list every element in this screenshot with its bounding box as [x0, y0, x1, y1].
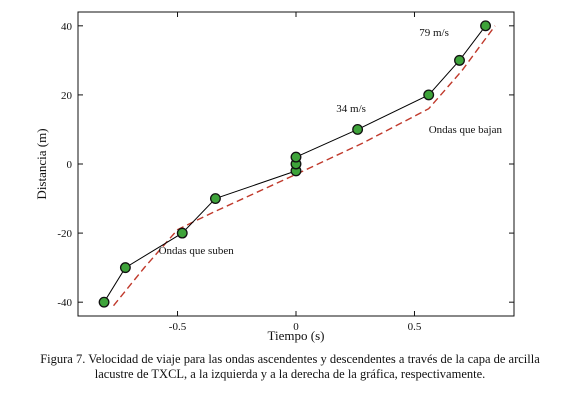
- annotation-label: Ondas que suben: [159, 245, 235, 257]
- data-point: [423, 89, 435, 101]
- y-tick-label: -40: [57, 297, 72, 309]
- annotation-label: 79 m/s: [419, 27, 449, 39]
- x-tick-label: 0: [293, 321, 299, 333]
- data-point: [98, 296, 110, 308]
- caption-line-2: lacustre de TXCL, a la izquierda y a la …: [94, 367, 486, 381]
- data-point-markers: [98, 20, 492, 308]
- caption-line-1: Figura 7. Velocidad de viaje para las on…: [40, 352, 540, 366]
- y-tick-label: 40: [61, 21, 73, 33]
- data-point: [454, 54, 465, 66]
- data-point: [176, 227, 188, 239]
- data-point: [290, 151, 302, 163]
- data-point: [119, 262, 131, 274]
- y-tick-label: 20: [61, 90, 73, 102]
- descending-wave-dashed-line: [112, 25, 496, 307]
- y-tick-label: -20: [57, 228, 72, 240]
- y-axis-title: Distancia (m): [34, 128, 49, 199]
- data-point: [352, 124, 364, 135]
- chart-annotations: 79 m/s 34 m/s Ondas que bajan Ondas que sub…: [159, 27, 503, 257]
- annotation-label: 34 m/s: [336, 103, 366, 115]
- annotation-label: Ondas que bajan: [429, 124, 503, 136]
- x-axis-title: Tiempo (s): [268, 328, 325, 343]
- x-axis-ticks: -0.5 0 0.5: [169, 12, 422, 333]
- data-point: [209, 193, 221, 204]
- y-tick-label: 0: [67, 159, 73, 171]
- x-tick-label: 0.5: [408, 321, 422, 333]
- y-axis-ticks: -40 -20 0 20 40: [57, 21, 514, 309]
- x-tick-label: -0.5: [169, 321, 187, 333]
- data-point: [480, 20, 492, 32]
- travel-time-chart: -0.5 0 0.5 -40 -20 0 20 40 79 m/s 34 m/s Ondas q…: [34, 11, 515, 343]
- figure-caption: Figura 7. Velocidad de viaje para las on…: [0, 352, 580, 382]
